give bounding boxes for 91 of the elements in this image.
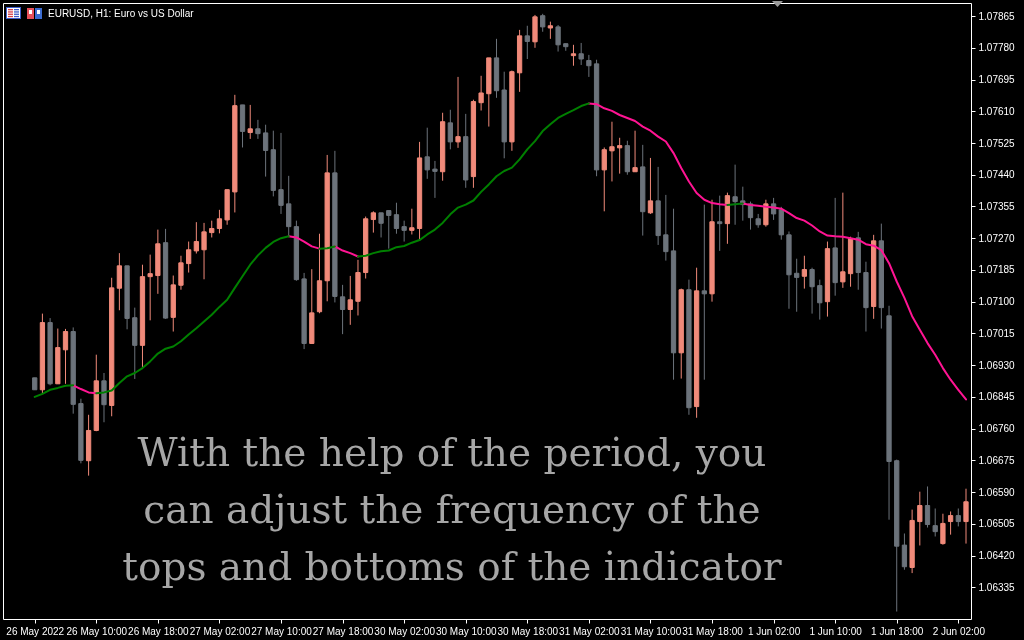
candlestick: [586, 54, 592, 78]
candlestick: [601, 146, 607, 212]
y-tick-label: 1.07525: [978, 137, 1016, 149]
y-tick-label: 1.06930: [978, 359, 1016, 371]
y-tick-label: 1.07355: [978, 200, 1016, 212]
y-tick-label: 1.06675: [978, 454, 1016, 466]
x-tick-label: 27 May 18:00: [312, 625, 374, 637]
x-tick-label: 27 May 10:00: [251, 625, 313, 637]
candlestick: [101, 372, 107, 423]
candlestick: [809, 267, 815, 315]
candlestick: [201, 222, 207, 280]
candlestick: [555, 24, 561, 53]
candlestick: [840, 192, 846, 289]
candlestick: [186, 241, 192, 274]
candlestick: [763, 199, 769, 228]
y-tick-label: 1.07015: [978, 327, 1016, 339]
y-tick-label: 1.06420: [978, 550, 1016, 562]
y-tick-label: 1.06505: [978, 518, 1016, 530]
annotation: With the help of the period, you can adjust the frequency of the tops and bottoms of the indicator: [121, 429, 783, 591]
candlestick: [178, 255, 184, 291]
y-tick-label: 1.07100: [978, 296, 1016, 308]
candlestick: [963, 488, 969, 545]
candlestick: [817, 279, 823, 321]
y-tick-label: 1.07865: [978, 10, 1016, 22]
candlestick: [801, 255, 808, 290]
candlestick: [424, 127, 430, 180]
x-tick-label: 26 May 10:00: [66, 625, 128, 637]
x-tick-label: 1 Jun 10:00: [809, 625, 863, 637]
candlestick: [255, 119, 261, 140]
candlestick: [901, 533, 908, 571]
candlestick: [447, 109, 453, 150]
candlestick: [216, 209, 223, 234]
x-tick-label: 2 Jun 02:00: [932, 625, 986, 637]
x-tick-label: 27 May 02:00: [189, 625, 251, 637]
y-tick-label: 1.07780: [978, 42, 1016, 54]
candlestick: [632, 130, 638, 173]
candlestick: [409, 208, 415, 235]
candlestick: [432, 160, 438, 199]
candlestick: [278, 132, 284, 215]
candlestick: [147, 254, 153, 321]
candlestick: [378, 212, 384, 238]
y-tick-label: 1.06760: [978, 423, 1016, 435]
candlestick: [455, 76, 461, 149]
candlestick: [401, 220, 407, 243]
x-tick-label: 31 May 10:00: [620, 625, 682, 637]
candlestick: [386, 210, 392, 250]
candlestick: [717, 195, 723, 252]
candlestick: [524, 25, 530, 60]
candlestick: [647, 157, 654, 215]
x-tick-label: 26 May 18:00: [128, 625, 190, 637]
x-tick-label: 30 May 10:00: [435, 625, 497, 637]
candlestick: [116, 252, 123, 311]
y-tick-label: 1.07440: [978, 169, 1016, 181]
y-tick-label: 1.06335: [978, 581, 1016, 593]
candlestick: [947, 510, 954, 536]
chart-title: EURUSD, H1: Euro vs US Dollar: [48, 7, 194, 19]
x-tick-label: 31 May 02:00: [559, 625, 621, 637]
x-tick-label: 1 Jun 18:00: [871, 625, 924, 637]
candlestick: [924, 485, 931, 529]
y-tick-label: 1.07695: [978, 74, 1016, 86]
x-tick-label: 31 May 18:00: [682, 625, 744, 637]
candlestick: [247, 104, 253, 140]
candlestick: [617, 137, 623, 175]
candlestick: [478, 75, 484, 112]
candlestick: [347, 275, 353, 326]
candlestick: [262, 124, 269, 178]
y-tick-label: 1.07610: [978, 105, 1016, 117]
candlestick: [286, 175, 292, 237]
x-tick-label: 30 May 18:00: [497, 625, 559, 637]
x-tick-label: 1 Jun 02:00: [747, 625, 801, 637]
candlestick: [701, 204, 707, 381]
y-tick-label: 1.06845: [978, 391, 1016, 403]
y-tick-label: 1.06590: [978, 486, 1016, 498]
candlestick: [570, 44, 577, 67]
candlestick: [917, 491, 923, 546]
y-tick-label: 1.07270: [978, 232, 1016, 244]
candlestick: [609, 121, 615, 182]
x-tick-label: 26 May 2022: [6, 625, 65, 637]
y-tick-label: 1.07185: [978, 264, 1016, 276]
candlestick: [732, 164, 738, 226]
candlestick: [370, 210, 377, 234]
candlestick: [578, 42, 584, 66]
candlestick: [193, 221, 199, 255]
candlestick: [62, 328, 69, 385]
candlestick: [663, 194, 669, 262]
candlestick: [940, 513, 946, 546]
x-tick-label: 30 May 02:00: [374, 625, 436, 637]
candlestick: [794, 258, 800, 313]
candlestick: [932, 507, 938, 537]
candlestick: [393, 202, 400, 235]
candlestick: [339, 284, 346, 335]
